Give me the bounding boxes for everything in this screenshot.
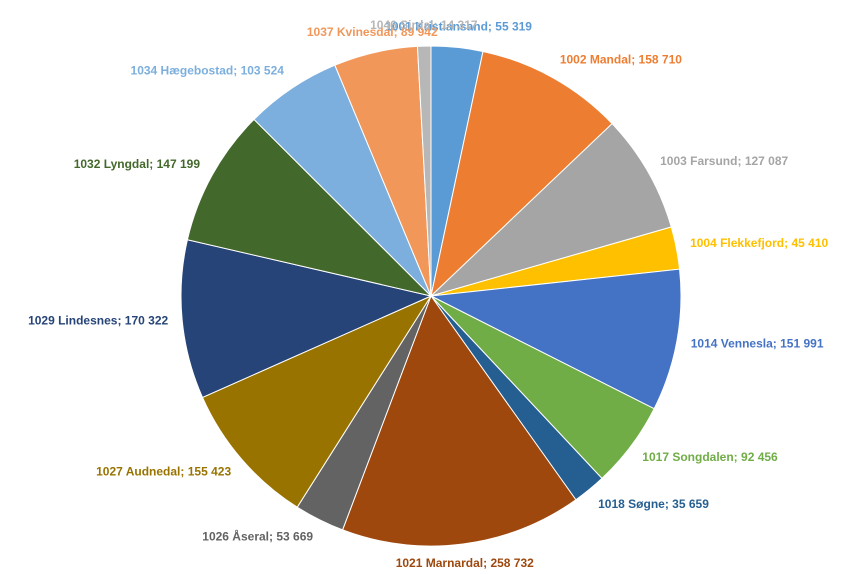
label-value: 127 087 [745,154,789,168]
data-label: 1021 Marnardal; 258 732 [396,556,534,570]
label-separator: ; [483,556,490,570]
label-category: 1026 Åseral [202,529,269,544]
label-separator: ; [488,20,495,34]
pie-slice [416,45,432,297]
label-value: 53 669 [276,530,313,544]
data-label: 1026 Åseral; 53 669 [202,529,313,544]
data-label: 1034 Hægebostad; 103 524 [131,64,285,78]
label-value: 35 659 [672,497,709,511]
label-category: 1004 Flekkefjord [690,236,784,250]
label-separator: ; [631,53,638,67]
data-label: 1004 Flekkefjord; 45 410 [690,236,828,250]
label-value: 151 991 [780,337,824,351]
data-label: 1001 Kristiansand; 55 319 [385,20,532,34]
label-separator: ; [394,25,401,39]
data-label: 1017 Songdalen; 92 456 [642,450,778,464]
label-separator: ; [784,236,791,250]
label-category: 1001 Kristiansand [385,20,488,34]
data-label: 1003 Farsund; 127 087 [660,154,788,168]
label-category: 1003 Farsund [660,154,737,168]
label-category: 1002 Mandal [560,53,631,67]
pie-slice [186,118,433,297]
pie-slice [430,122,672,297]
label-category: 1032 Lyngdal [74,157,150,171]
label-separator: ; [734,450,741,464]
label-value: 103 524 [241,64,285,78]
label-category: 1034 Hægebostad [131,64,234,78]
label-category: 1046 Sirdal [370,18,433,32]
label-separator: ; [117,314,124,328]
label-category: 1021 Marnardal [396,556,483,570]
pie-slice [180,239,433,399]
label-separator: ; [269,530,276,544]
pie-slice [430,50,613,298]
data-label: 1032 Lyngdal; 147 199 [74,157,201,171]
label-category: 1029 Lindesnes [28,314,118,328]
label-value: 92 456 [741,450,778,464]
label-value: 147 199 [157,157,201,171]
label-value: 55 319 [495,20,532,34]
pie-slice [201,294,433,508]
label-value: 170 322 [125,314,169,328]
pie-slice [429,268,682,410]
label-separator: ; [180,465,187,479]
data-label: 1027 Audnedal; 155 423 [96,465,231,479]
label-separator: ; [233,64,240,78]
data-label: 1002 Mandal; 158 710 [560,53,682,67]
label-separator: ; [434,18,441,32]
label-category: 1018 Søgne [598,497,665,511]
data-label: 1029 Lindesnes; 170 322 [28,314,168,328]
data-label: 1046 Sirdal; 14 317 [370,18,478,32]
label-value: 155 423 [188,465,232,479]
data-label: 1014 Vennesla; 151 991 [691,337,824,351]
label-separator: ; [773,337,780,351]
label-separator: ; [149,157,156,171]
label-category: 1014 Vennesla [691,337,773,351]
label-category: 1017 Songdalen [642,450,733,464]
label-separator: ; [737,154,744,168]
label-category: 1037 Kvinesdal [307,25,394,39]
label-value: 158 710 [639,53,683,67]
label-value: 14 317 [441,18,478,32]
label-value: 258 732 [490,556,534,570]
label-value: 89 942 [401,25,438,39]
pie-slice [341,294,577,547]
label-value: 45 410 [791,236,828,250]
label-category: 1027 Audnedal [96,465,180,479]
data-label: 1018 Søgne; 35 659 [598,497,709,511]
data-label: 1037 Kvinesdal; 89 942 [307,25,438,39]
label-separator: ; [665,497,672,511]
